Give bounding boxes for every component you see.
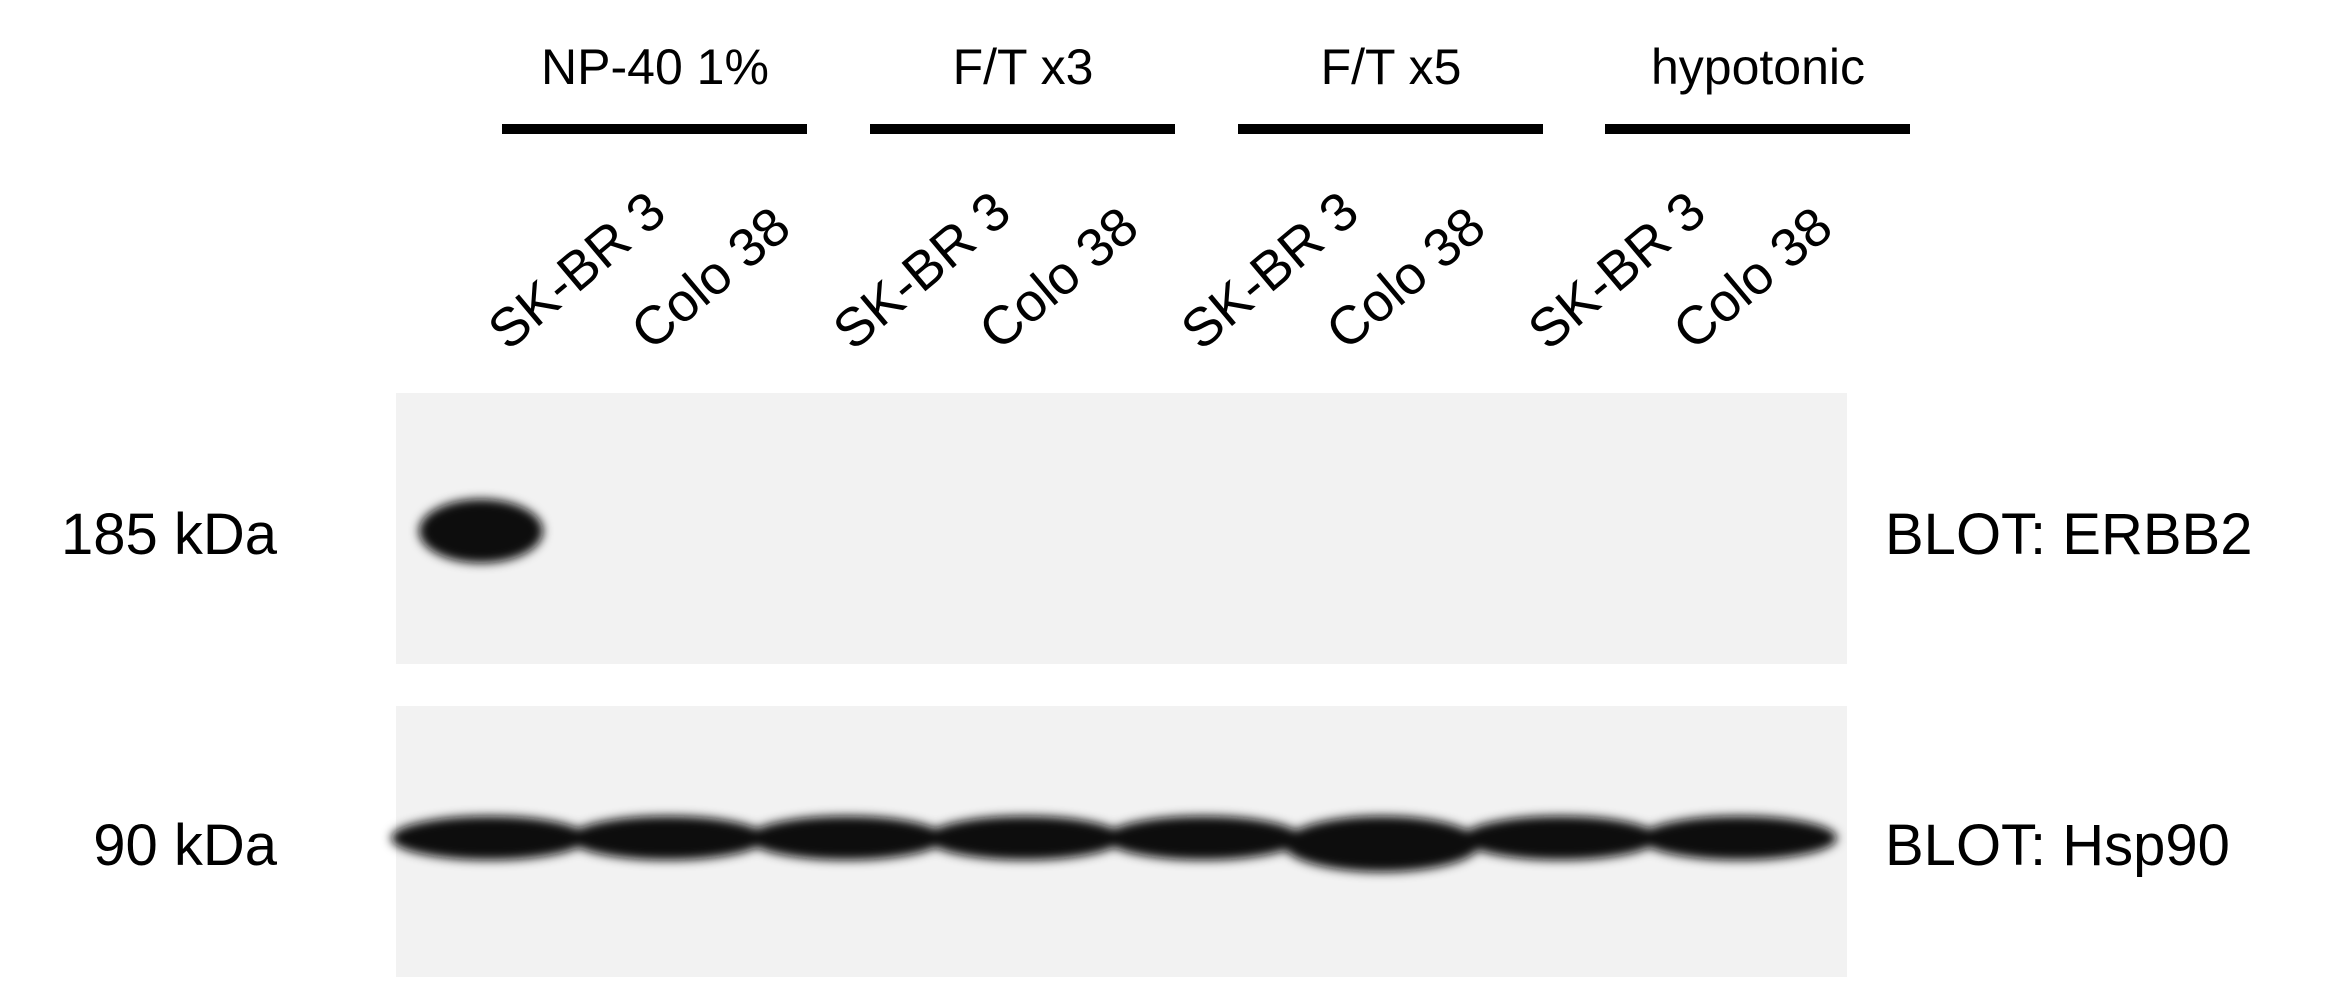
group-bar xyxy=(870,124,1175,134)
group-bar xyxy=(502,124,807,134)
group-label: F/T x3 xyxy=(953,39,1094,95)
band xyxy=(391,816,588,860)
band xyxy=(1105,816,1302,860)
blot-label: BLOT: ERBB2 xyxy=(1885,502,2252,567)
band xyxy=(1462,816,1659,860)
group-label: NP-40 1% xyxy=(541,39,769,95)
blot-panel xyxy=(396,393,1847,664)
band-row xyxy=(391,816,1837,872)
group-label: F/T x5 xyxy=(1321,39,1462,95)
group-bar xyxy=(1605,124,1910,134)
band xyxy=(926,816,1123,860)
band xyxy=(748,816,945,860)
band xyxy=(1283,816,1480,872)
marker-label: 185 kDa xyxy=(61,502,278,567)
blot-label: BLOT: Hsp90 xyxy=(1885,813,2230,878)
marker-label: 90 kDa xyxy=(93,813,278,878)
band xyxy=(1640,816,1837,860)
band xyxy=(419,499,543,563)
band xyxy=(569,816,766,860)
group-bar xyxy=(1238,124,1543,134)
group-label: hypotonic xyxy=(1651,39,1865,95)
